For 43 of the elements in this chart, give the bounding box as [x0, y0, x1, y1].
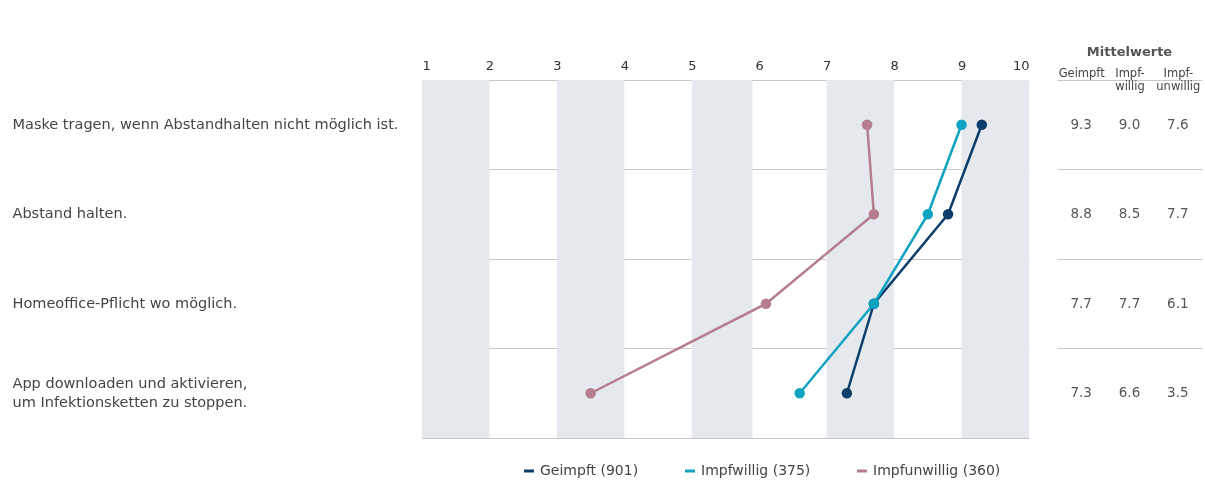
y-tick-label: Homeoffice-Pflicht wo möglich. — [12, 294, 238, 311]
legend-label: Impfwillig (375) — [701, 462, 811, 478]
data-label: 7.6 — [1167, 115, 1189, 132]
data-label: 6.6 — [1118, 384, 1141, 401]
x-tick-label: 8 — [890, 57, 899, 73]
y-tick-label: Abstand halten. — [12, 205, 128, 222]
x-tick-label: 6 — [755, 57, 764, 73]
x-tick-label: 9 — [957, 57, 967, 73]
point — [585, 388, 596, 399]
point — [942, 209, 954, 220]
text: Geimpft — [1058, 65, 1106, 80]
x-tick-label: 10 — [1012, 57, 1030, 73]
point — [841, 388, 853, 399]
data-label: 7.7 — [1118, 294, 1141, 311]
point — [976, 119, 988, 130]
y-tick-label: App downloaden und aktivieren, um Infektionsketten zu stoppen. — [12, 374, 248, 410]
point — [861, 119, 873, 130]
x-tick-label: 5 — [688, 57, 697, 73]
data-label: 3.5 — [1167, 384, 1189, 401]
data-label: 7.7 — [1167, 205, 1189, 222]
data-label: 8.8 — [1070, 205, 1092, 222]
data-label: 9.3 — [1070, 115, 1092, 132]
x-tick-label: 2 — [485, 57, 495, 73]
text: Impf-willig — [1115, 65, 1145, 93]
y-tick-label: Maske tragen, wenn Abstandhalten nicht möglich ist. — [12, 115, 399, 132]
point — [760, 298, 772, 309]
data-label: 9.0 — [1118, 115, 1141, 132]
point — [922, 209, 934, 220]
data-label: 7.3 — [1070, 384, 1092, 401]
point — [794, 388, 805, 399]
legend-label: Geimpft (901) — [540, 462, 639, 478]
x-tick-label: 1 — [422, 57, 431, 73]
data-label: 7.7 — [1070, 294, 1092, 311]
x-tick-label: 4 — [620, 57, 629, 73]
data-label: 8.5 — [1118, 205, 1141, 222]
point — [956, 119, 967, 130]
x-tick-label: 3 — [553, 57, 562, 73]
x-tick-label: 7 — [823, 57, 832, 73]
data-label: 6.1 — [1167, 294, 1189, 311]
text: Impf-unwillig — [1156, 65, 1201, 93]
legend-label: Impfunwillig (360) — [873, 462, 1001, 478]
text: Mittelwerte — [1086, 44, 1173, 59]
point — [868, 209, 880, 220]
